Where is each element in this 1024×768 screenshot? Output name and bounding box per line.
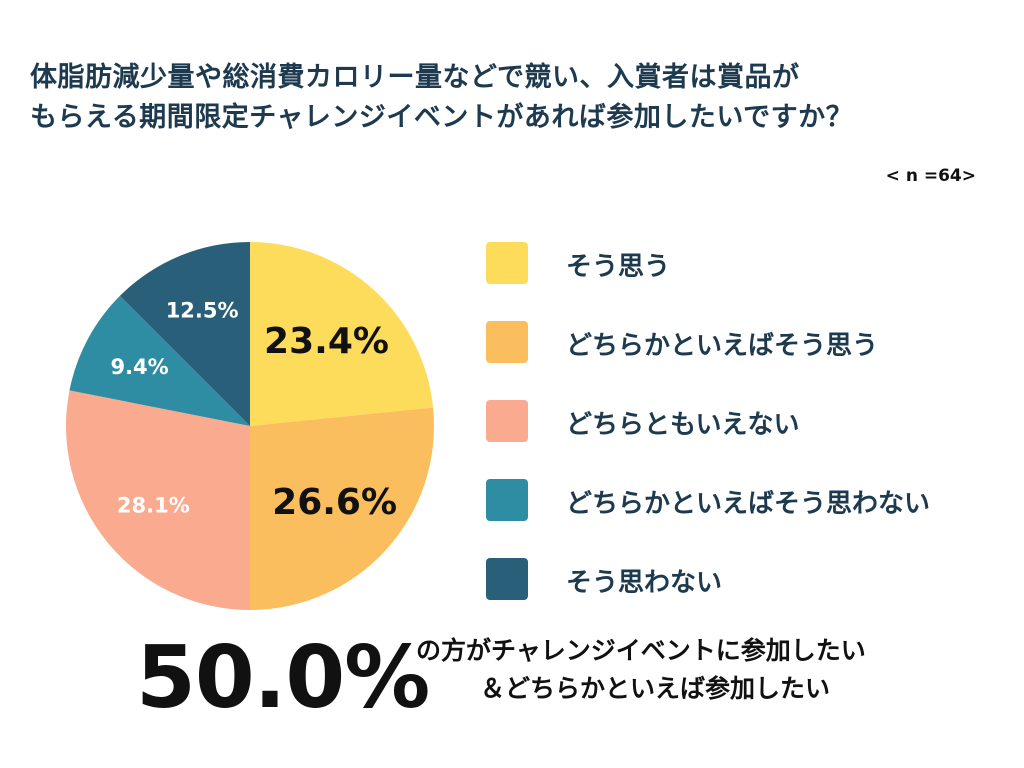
pie-slice-label-5: 12.5% (166, 298, 239, 322)
pie-slice-label-3: 28.1% (117, 493, 190, 517)
legend-swatch-4 (486, 479, 528, 521)
pie-slice-label-4: 9.4% (110, 355, 168, 379)
summary-caption-line-1: の方がチャレンジイベントに参加したい (416, 636, 866, 665)
pie-slice-5 (119, 242, 250, 426)
summary-caption-line-2: ＆どちらかといえば参加したい (480, 674, 831, 703)
legend-swatch-3 (486, 400, 528, 442)
summary-percentage: 50.0% (136, 628, 430, 728)
legend-item-2: どちらかといえばそう思う (486, 321, 1006, 365)
pie-slice-1 (250, 242, 434, 426)
legend-item-4: どちらかといえばそう思わない (486, 479, 1006, 523)
sample-size: < n =64> (885, 166, 976, 186)
legend-item-3: どちらともいえない (486, 400, 1006, 444)
legend-label-2: どちらかといえばそう思う (566, 331, 879, 361)
pie-slice-4 (69, 295, 251, 426)
legend-item-1: そう思う (486, 242, 1006, 286)
legend-label-1: そう思う (566, 252, 671, 282)
legend-item-5: そう思わない (486, 558, 1006, 602)
chart-title-line-1: 体脂肪減少量や総消費カロリー量などで競い、入賞者は賞品が (30, 62, 800, 93)
summary-caption: の方がチャレンジイベントに参加したい ＆どちらかといえば参加したい (416, 632, 956, 708)
chart-title: 体脂肪減少量や総消費カロリー量などで競い、入賞者は賞品が もらえる期間限定チャレ… (30, 58, 1000, 138)
chart-title-line-2: もらえる期間限定チャレンジイベントがあれば参加したいですか？ (30, 102, 854, 133)
legend-swatch-2 (486, 321, 528, 363)
legend-label-4: どちらかといえばそう思わない (566, 489, 931, 519)
pie-slice-3 (65, 390, 250, 610)
legend-swatch-1 (486, 242, 528, 284)
pie-slice-2 (250, 407, 434, 610)
legend-label-5: そう思わない (566, 568, 723, 598)
legend-label-3: どちらともいえない (566, 410, 800, 440)
pie-slice-label-2: 26.6% (272, 482, 397, 523)
pie-slice-label-1: 23.4% (264, 321, 389, 362)
legend-swatch-5 (486, 558, 528, 600)
